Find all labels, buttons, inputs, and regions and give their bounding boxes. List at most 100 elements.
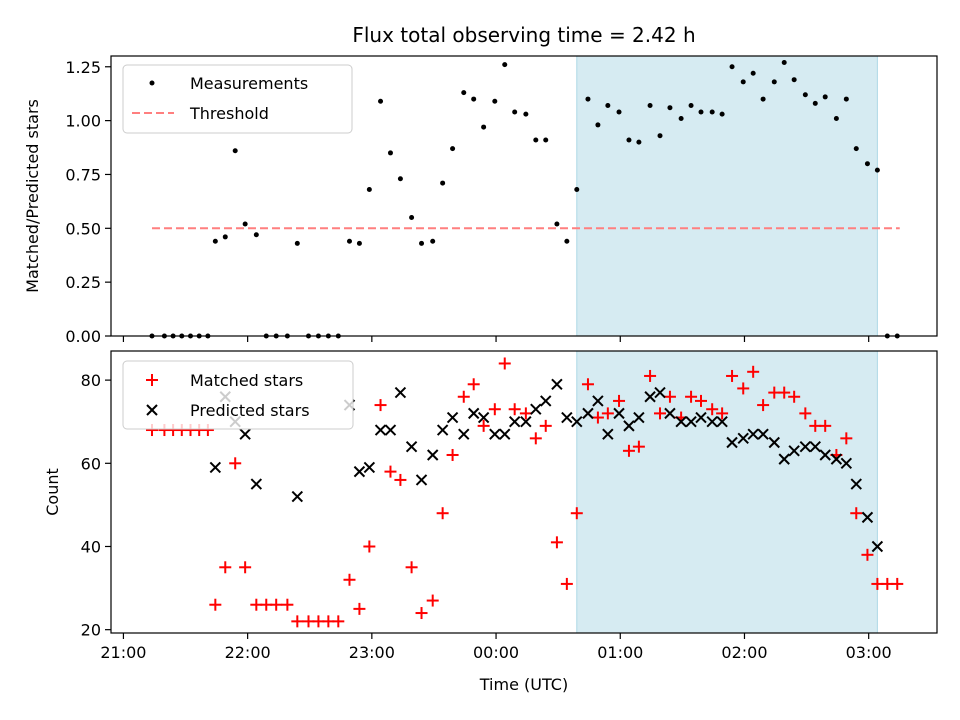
matched-stars-point xyxy=(239,561,252,574)
predicted-stars-point xyxy=(540,395,552,407)
x-tick-label: 03:00 xyxy=(846,643,892,662)
legend-measurements-label: Measurements xyxy=(190,74,308,93)
predicted-stars-point xyxy=(809,440,821,453)
predicted-stars-point xyxy=(467,407,480,420)
predicted-stars-point xyxy=(654,386,666,399)
predicted-stars-point xyxy=(602,428,614,440)
matched-stars-point xyxy=(281,598,294,611)
matched-stars-point xyxy=(477,419,490,432)
matched-stars-point xyxy=(601,407,614,420)
matched-stars-point xyxy=(332,615,345,628)
measurements-point xyxy=(812,100,818,106)
predicted-stars-point xyxy=(706,416,718,428)
measurements-point xyxy=(771,79,777,85)
counts-marks xyxy=(145,357,904,628)
predicted-stars-point xyxy=(530,403,542,415)
counts-x-ticks: 21:00 22:00 23:00 00:00 01:00 02:00 03:00 xyxy=(100,633,892,662)
x-tick-label: 22:00 xyxy=(225,643,271,662)
ratio-marks xyxy=(149,59,900,339)
legend-matched-marker xyxy=(146,374,158,386)
measurements-point xyxy=(232,148,238,154)
x-tick-label: 23:00 xyxy=(349,643,395,662)
matched-stars-point xyxy=(374,399,387,412)
y-tick-label: 1.25 xyxy=(65,58,101,77)
predicted-stars-point xyxy=(477,411,490,424)
measurements-point xyxy=(440,180,446,186)
measurements-point xyxy=(387,150,393,156)
predicted-stars-point xyxy=(426,449,439,461)
matched-stars-point xyxy=(229,457,242,470)
measurements-point xyxy=(781,59,787,65)
measurements-point xyxy=(657,133,663,139)
matched-stars-point xyxy=(737,382,750,395)
matched-stars-point xyxy=(394,473,407,486)
predicted-stars-point xyxy=(374,424,387,436)
legend-predicted-label: Predicted stars xyxy=(190,401,310,420)
predicted-stars-point xyxy=(695,411,707,424)
x-tick-label: 02:00 xyxy=(721,643,767,662)
predicted-stars-point xyxy=(726,436,738,449)
measurements-point xyxy=(430,238,436,244)
measurements-point xyxy=(853,146,859,152)
counts-axes-frame xyxy=(110,350,938,634)
matched-stars-point xyxy=(706,403,719,416)
predicted-stars-point xyxy=(489,428,501,440)
measurements-point xyxy=(667,105,673,111)
observing-window-shade-top xyxy=(576,55,878,337)
predicted-stars-point xyxy=(840,457,853,470)
matched-stars-point xyxy=(747,365,760,378)
matched-stars-point xyxy=(757,399,770,412)
measurements-point xyxy=(760,96,766,102)
measurements-point xyxy=(471,96,477,102)
matched-stars-point xyxy=(850,507,863,520)
y-tick-label: 1.00 xyxy=(65,112,101,131)
measurements-point xyxy=(740,79,746,85)
measurements-point xyxy=(523,111,529,117)
measurements-point xyxy=(492,98,498,104)
measurements-point xyxy=(843,96,849,102)
counts-y-label: Count xyxy=(43,468,62,516)
legend-measurements-marker xyxy=(149,80,155,86)
predicted-stars-point xyxy=(394,386,407,399)
counts-panel: 20 40 60 80 21:00 22:00 23:00 00:00 01:00 02:00 0… xyxy=(43,350,938,662)
measurements-point xyxy=(212,238,218,244)
counts-y-ticks: 20 40 60 80 xyxy=(81,371,111,640)
matched-stars-point xyxy=(560,577,573,590)
matched-stars-point xyxy=(613,394,626,407)
predicted-stars-point xyxy=(561,411,573,424)
counts-legend: Matched stars Predicted stars xyxy=(122,360,354,430)
matched-stars-point xyxy=(539,419,552,432)
legend-matched-label: Matched stars xyxy=(190,371,303,390)
matched-stars-point xyxy=(436,507,449,520)
counts-legend-box xyxy=(122,360,354,430)
ratio-y-ticks: 0.00 0.25 0.50 0.75 1.00 1.25 xyxy=(65,58,111,346)
measurements-point xyxy=(647,103,653,109)
y-tick-label: 40 xyxy=(81,537,101,556)
matched-stars-point xyxy=(219,561,232,574)
matched-stars-point xyxy=(519,407,532,420)
predicted-stars-point xyxy=(799,440,812,453)
measurements-point xyxy=(409,215,415,221)
ratio-x-ticks xyxy=(122,336,870,342)
matched-stars-point xyxy=(716,407,729,420)
y-tick-label: 0.50 xyxy=(65,219,101,238)
matched-stars-point xyxy=(467,378,480,391)
predicted-stars-point xyxy=(592,395,604,407)
measurements-point xyxy=(595,122,601,128)
y-tick-label: 60 xyxy=(81,454,101,473)
measurements-point xyxy=(222,234,228,240)
measurements-point xyxy=(822,94,828,100)
matched-stars-point xyxy=(861,548,874,561)
matched-stars-point xyxy=(644,369,657,382)
predicted-stars-point xyxy=(446,411,459,424)
measurements-point xyxy=(543,137,549,143)
measurements-point xyxy=(461,90,467,96)
measurements-point xyxy=(346,238,352,244)
matched-stars-point xyxy=(446,448,459,461)
predicted-stars-point xyxy=(363,461,376,474)
measurements-point xyxy=(874,167,880,173)
measurements-point xyxy=(626,137,632,143)
measurements-point xyxy=(564,238,570,244)
measurements-point xyxy=(481,124,487,130)
